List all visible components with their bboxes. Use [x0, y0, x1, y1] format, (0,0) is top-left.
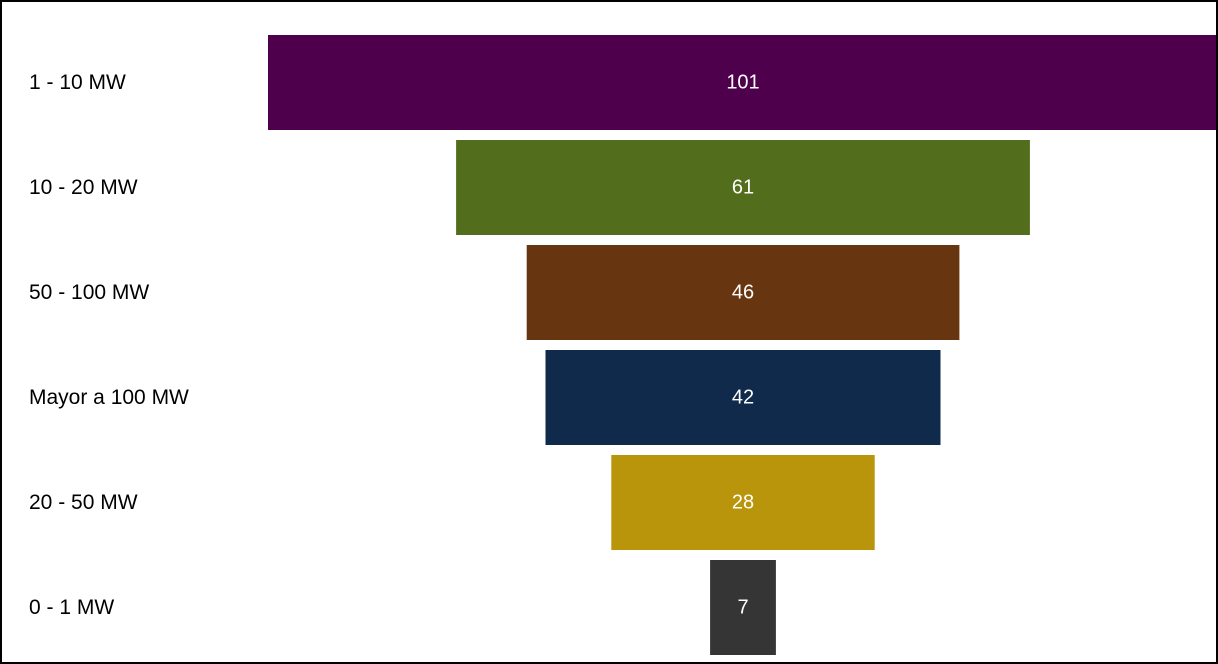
category-label: Mayor a 100 MW: [29, 386, 189, 409]
bar-value-label: 7: [737, 597, 748, 619]
bar-value-label: 46: [732, 282, 754, 304]
category-label: 10 - 20 MW: [29, 176, 138, 199]
category-label: 50 - 100 MW: [29, 281, 149, 304]
bar-value-label: 101: [726, 72, 759, 94]
category-label: 20 - 50 MW: [29, 491, 138, 514]
bar-value-label: 61: [732, 177, 754, 199]
bar-value-label: 28: [732, 492, 754, 514]
category-label: 1 - 10 MW: [29, 71, 126, 94]
bar-value-label: 42: [732, 387, 754, 409]
category-label: 0 - 1 MW: [29, 596, 114, 619]
